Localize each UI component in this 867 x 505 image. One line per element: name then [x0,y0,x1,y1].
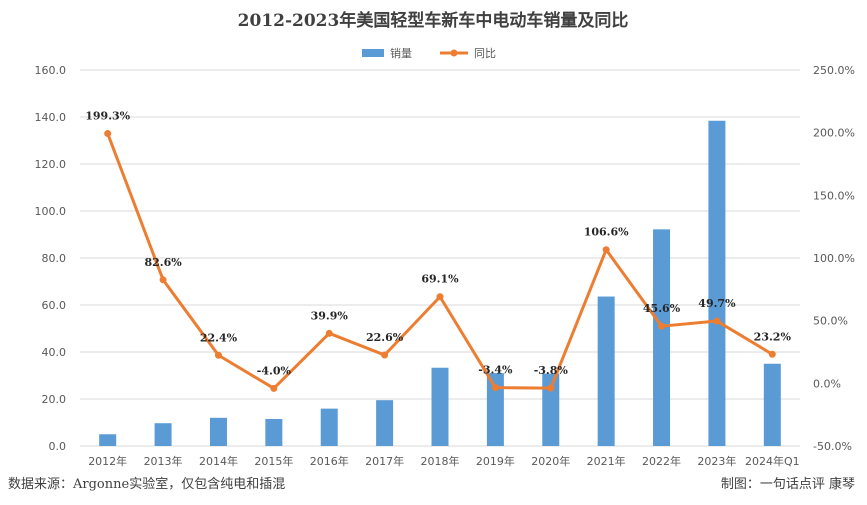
y-left-tick-label: 80.0 [42,252,67,265]
x-tick-label: 2023年 [697,454,736,468]
y-right-tick-label: 100.0% [813,252,855,265]
legend-label-yoy: 同比 [474,47,496,60]
legend-marker-yoy [450,49,458,57]
yoy-data-label: 82.6% [144,256,182,269]
y-left-tick-label: 0.0 [49,440,67,453]
yoy-point [491,384,499,392]
x-tick-label: 2014年 [199,454,238,468]
yoy-point [214,351,222,359]
y-left-tick-label: 160.0 [35,64,67,77]
yoy-point [436,293,444,301]
bar [99,434,117,446]
bar [209,417,227,446]
bar [265,418,283,446]
y-right-tick-label: 0.0% [813,377,841,390]
x-tick-label: 2021年 [587,454,626,468]
yoy-data-label: 49.7% [698,297,736,310]
yoy-point [602,246,610,254]
chart-title: 2012-2023年美国轻型车新车中电动车销量及同比 [238,10,629,31]
yoy-point [270,384,278,392]
x-tick-label: 2012年 [88,454,127,468]
yoy-line [106,133,774,390]
yoy-point [381,351,389,359]
credit-note: 制图：一句话点评 康琴 [720,477,855,492]
yoy-data-label: 23.2% [754,330,792,343]
yoy-data-label: 22.4% [200,331,238,344]
y-right-tick-label: 250.0% [813,64,855,77]
legend-swatch-sales [362,49,384,57]
bar [154,423,172,446]
source-note: 数据来源：Argonne实验室，仅包含纯电和插混 [8,477,286,492]
bar [431,367,449,446]
x-tick-label: 2019年 [476,454,515,468]
y-left-tick-label: 20.0 [42,393,67,406]
y-right-tick-label: 150.0% [813,189,855,202]
x-tick-label: 2015年 [254,454,293,468]
bar [763,363,781,446]
y-right-tick-label: 50.0% [813,315,848,328]
yoy-point [713,317,721,325]
yoy-data-label: 199.3% [85,110,130,123]
x-tick-label: 2022年 [642,454,681,468]
yoy-point [325,329,333,337]
yoy-point [768,350,776,358]
legend-label-sales: 销量 [390,46,412,60]
bar [320,408,338,446]
y-right-tick-label: 200.0% [813,127,855,140]
yoy-point [547,384,555,392]
yoy-point [159,276,167,284]
y-left-tick-label: 140.0 [35,111,67,124]
y-left-tick-label: 100.0 [35,205,67,218]
x-tick-label: 2024年Q1 [745,454,800,468]
y-left-tick-label: 40.0 [42,346,67,359]
yoy-data-label: 45.6% [643,302,681,315]
x-tick-label: 2013年 [144,454,183,468]
bar [597,296,615,446]
y-left-tick-label: 60.0 [42,299,67,312]
bar [653,229,671,446]
bar [708,120,726,446]
yoy-data-label: 69.1% [421,273,459,286]
yoy-data-label: -4.0% [257,364,292,377]
y-left-tick-label: 120.0 [35,158,67,171]
x-tick-label: 2020年 [531,454,570,468]
yoy-point [658,322,666,330]
yoy-data-label: 22.6% [366,331,404,344]
x-tick-label: 2018年 [421,454,460,468]
yoy-data-label: -3.8% [534,364,569,377]
yoy-point [104,130,112,138]
x-tick-label: 2016年 [310,454,349,468]
bar [376,400,394,446]
bar [486,373,504,446]
yoy-data-label: -3.4% [478,364,513,377]
x-tick-label: 2017年 [365,454,404,468]
yoy-data-label: 106.6% [584,226,629,239]
yoy-data-label: 39.9% [311,309,349,322]
bar [542,373,560,446]
y-right-tick-label: -50.0% [813,440,852,453]
